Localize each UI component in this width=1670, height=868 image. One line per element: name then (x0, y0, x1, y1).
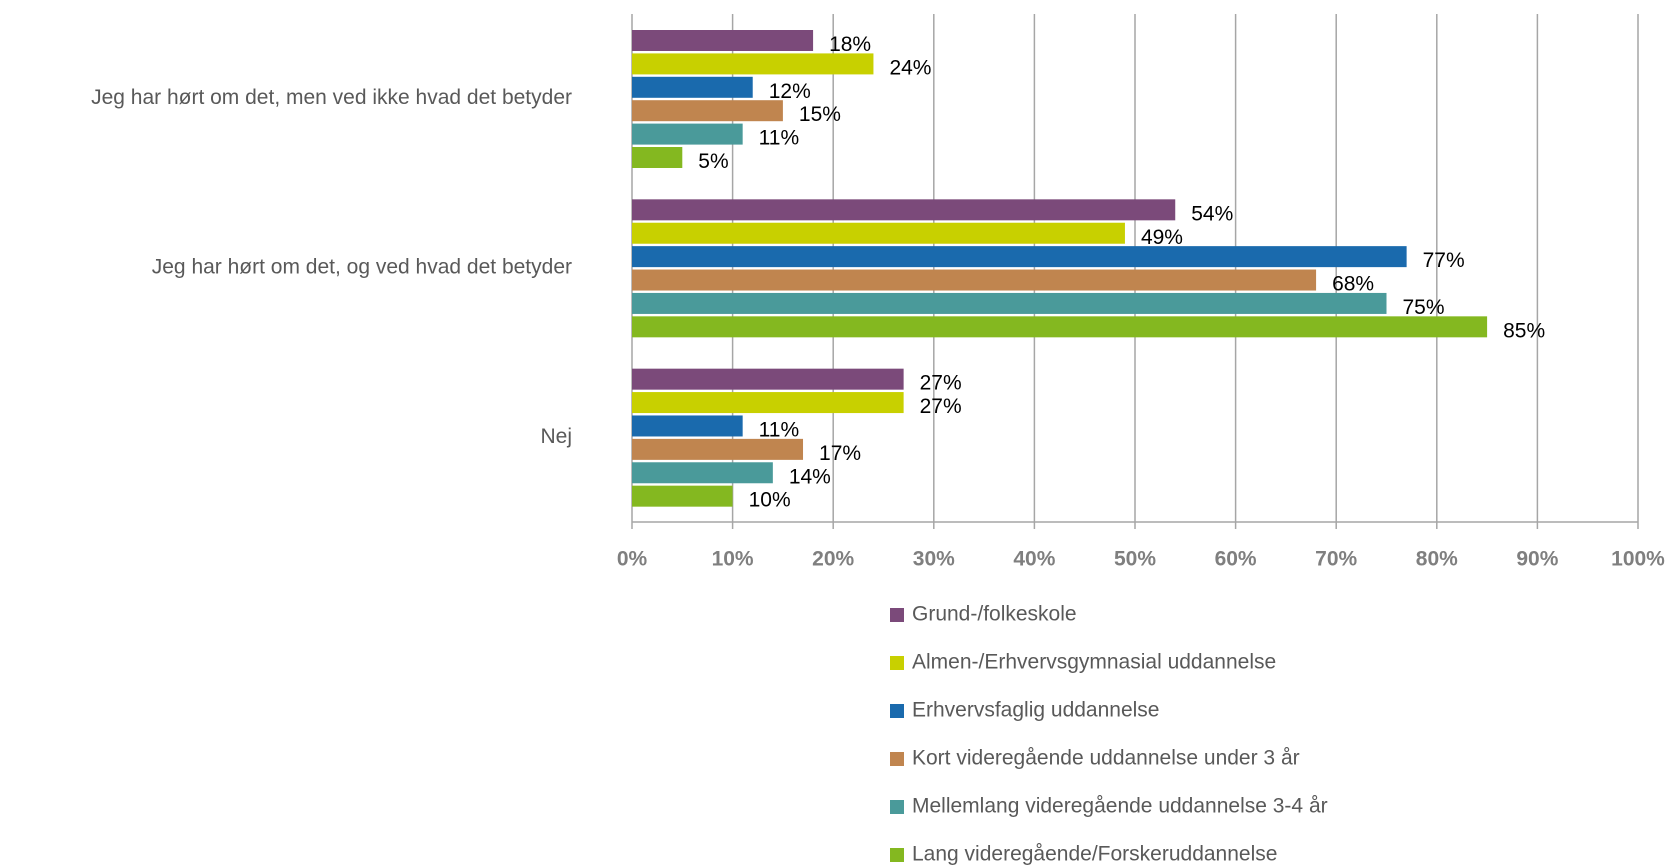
bar (632, 30, 814, 51)
category-label: Jeg har hørt om det, men ved ikke hvad d… (91, 86, 572, 109)
category-label: Nej (540, 425, 572, 448)
x-tick-label: 10% (712, 548, 754, 571)
data-label: 17% (819, 442, 861, 465)
data-label: 68% (1332, 273, 1374, 296)
data-label: 75% (1403, 296, 1445, 319)
legend-label: Kort videregående uddannelse under 3 år (912, 747, 1300, 770)
legend-swatch (890, 752, 904, 766)
legend-swatch (890, 800, 904, 814)
x-tick-label: 20% (812, 548, 854, 571)
bar (632, 76, 753, 98)
bar (632, 485, 733, 507)
legend-swatch (890, 704, 904, 718)
x-tick-label: 70% (1315, 548, 1357, 571)
data-label: 5% (698, 150, 728, 173)
legend-label: Erhvervsfaglig uddannelse (912, 699, 1160, 722)
x-tick-label: 60% (1215, 548, 1257, 571)
data-label: 27% (920, 395, 962, 418)
bar (632, 368, 904, 390)
data-label: 77% (1423, 249, 1465, 272)
bar (632, 123, 743, 145)
bar (632, 316, 1488, 338)
bar (632, 199, 1176, 221)
x-tick-label: 90% (1516, 548, 1558, 571)
legend-swatch (890, 608, 904, 622)
bar (632, 438, 804, 460)
data-label: 24% (889, 56, 931, 79)
legend-swatch (890, 656, 904, 670)
data-label: 54% (1191, 202, 1233, 225)
data-label: 11% (759, 127, 799, 150)
bar (632, 147, 683, 168)
x-tick-label: 40% (1013, 548, 1055, 571)
x-tick-label: 50% (1114, 548, 1156, 571)
data-label: 10% (749, 489, 791, 512)
data-label: 18% (829, 33, 871, 56)
data-label: 12% (769, 80, 811, 103)
data-label: 49% (1141, 226, 1183, 249)
x-tick-label: 100% (1611, 548, 1665, 571)
legend-label: Mellemlang videregående uddannelse 3-4 å… (912, 795, 1328, 818)
bar (632, 462, 773, 484)
category-label: Jeg har hørt om det, og ved hvad det bet… (152, 256, 572, 279)
bar (632, 53, 874, 75)
legend-label: Almen-/Erhvervsgymnasial uddannelse (912, 651, 1276, 674)
data-label: 14% (789, 465, 831, 488)
bar (632, 269, 1317, 291)
bar (632, 392, 904, 414)
x-tick-label: 80% (1416, 548, 1458, 571)
data-label: 11% (759, 419, 799, 442)
data-label: 27% (920, 372, 962, 395)
data-label: 15% (799, 103, 841, 126)
data-label: 85% (1503, 319, 1545, 342)
bar (632, 246, 1407, 268)
bar (632, 415, 743, 437)
bar (632, 100, 783, 122)
legend-swatch (890, 848, 904, 862)
bar (632, 292, 1387, 314)
x-tick-label: 30% (913, 548, 955, 571)
x-tick-label: 0% (617, 548, 648, 571)
legend-label: Grund-/folkeskole (912, 603, 1077, 626)
bar (632, 222, 1125, 244)
legend-label: Lang videregående/Forskeruddannelse (912, 843, 1277, 866)
